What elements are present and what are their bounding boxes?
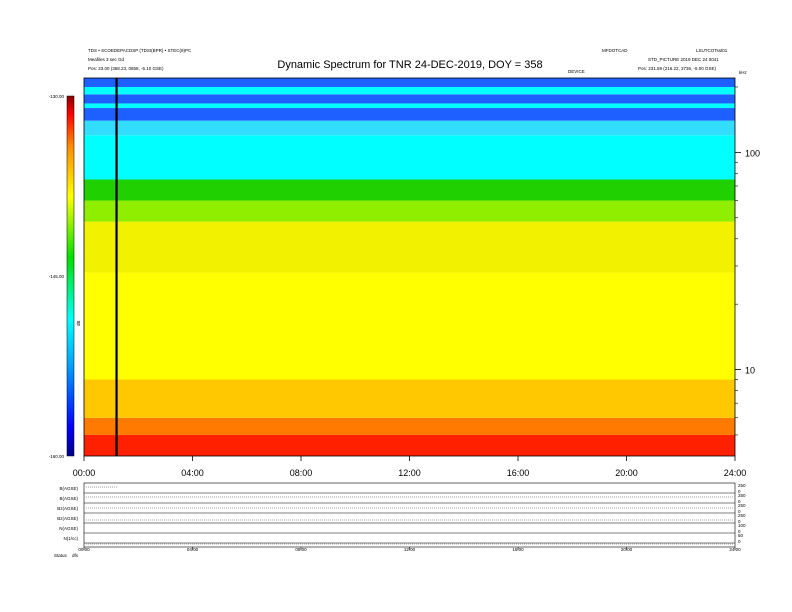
- frequency-axis: 100 10: [735, 86, 760, 436]
- frequency-band-4: [84, 221, 735, 273]
- panel-right-tick: 0: [738, 539, 741, 544]
- frequency-band-5: [84, 200, 735, 222]
- status-value: dfs: [72, 553, 79, 558]
- panel-label: Bz(AGSE): [57, 516, 78, 521]
- frequency-band-7: [84, 135, 735, 180]
- header-right-line-1: MFDOTCAD: [602, 48, 628, 53]
- panel-label: B(AGSE): [59, 496, 78, 501]
- frequency-band-0: [84, 434, 735, 456]
- panel-right-tick: 250: [738, 513, 746, 518]
- panel-right-tick: 0: [738, 529, 741, 534]
- x-tick-label: 08:00: [290, 468, 313, 478]
- panel-right-tick: 250: [738, 483, 746, 488]
- panel-right-tick: 0: [738, 489, 741, 494]
- header-right-line-3: STD_PICTURE 2019 DEC 24 0041: [648, 57, 719, 62]
- panel-label: N(AGSE): [59, 526, 78, 531]
- panel-x-tick-label: 04:00: [187, 547, 199, 552]
- panel-right-tick: 100: [738, 523, 746, 528]
- header-right-line-4: Pos: 231.59 (216.22, 3736, -5.00 GSE): [638, 66, 717, 71]
- header-left-line-2: Meafiles 3 sec Gd: [88, 57, 125, 62]
- frequency-band-6: [84, 179, 735, 201]
- frequency-unit-label: kHz: [739, 70, 747, 75]
- spectrogram-plot: [84, 78, 735, 456]
- x-tick-label: 24:00: [724, 468, 747, 478]
- y-tick-label: 100: [745, 148, 760, 158]
- panel-right-tick: 0: [738, 519, 741, 524]
- frequency-band-1: [84, 417, 735, 435]
- frequency-band-13: [84, 78, 735, 87]
- panel-right-tick: 0: [738, 499, 741, 504]
- colorbar-ticks: -130.00 -145.00 -160.00: [49, 94, 65, 459]
- x-tick-label: 12:00: [398, 468, 421, 478]
- panel-x-tick-label: 12:00: [404, 547, 416, 552]
- panel-right-tick: 250: [738, 493, 746, 498]
- frequency-band-8: [84, 120, 735, 136]
- header-left-line-3: Pos: 23.00 (358.23, 0858, -5.10 GSE): [88, 66, 164, 71]
- panel-right-tick: 0: [738, 509, 741, 514]
- y-tick-label: 10: [745, 366, 755, 376]
- frequency-band-12: [84, 86, 735, 95]
- colorbar-tick-label: -160.00: [49, 454, 65, 459]
- x-tick-label: 16:00: [507, 468, 530, 478]
- panel-right-tick: 250: [738, 503, 746, 508]
- panel-x-tick-label: 08:00: [295, 547, 307, 552]
- header-left-line-1: TDS • SCOEDEPACDSP (TDSI(BPR) • STEC(9)P…: [88, 48, 192, 53]
- frequency-band-2: [84, 379, 735, 418]
- panels-frame: [83, 482, 736, 548]
- colorbar: [66, 95, 75, 457]
- panel-x-tick-label: 20:00: [621, 547, 633, 552]
- panel-x-tick-label: 16:00: [512, 547, 524, 552]
- frequency-band-10: [84, 103, 735, 109]
- bottom-panels: B(AGSE)2500B(AGSE)2500Bz(AGSE)2500Bz(AGS…: [54, 482, 746, 558]
- frequency-band-9: [84, 108, 735, 121]
- colorbar-label: dB: [76, 320, 81, 326]
- x-tick-label: 20:00: [615, 468, 638, 478]
- x-tick-label: 00:00: [73, 468, 96, 478]
- time-axis: 00:00 04:00 08:00 12:00 16:00 20:00 24:00: [73, 456, 747, 478]
- frequency-band-11: [84, 94, 735, 104]
- panel-right-tick: 50: [738, 533, 744, 538]
- header-right-line-2: LSUTCOTsst01: [696, 48, 728, 53]
- frequency-band-3: [84, 272, 735, 380]
- device-label: DEVICE: [568, 69, 585, 74]
- panel-x-tick-label: 00:00: [78, 547, 90, 552]
- colorbar-tick-label: -145.00: [49, 274, 65, 279]
- panel-label: B(AGSE): [59, 486, 78, 491]
- status-label: Status: [54, 553, 68, 558]
- panel-label: Bz(AGSE): [57, 506, 78, 511]
- panel-label: N(1/cc): [64, 536, 79, 541]
- x-tick-label: 04:00: [181, 468, 204, 478]
- panel-x-tick-label: 24:00: [729, 547, 741, 552]
- colorbar-tick-label: -130.00: [49, 94, 65, 99]
- chart-title: Dynamic Spectrum for TNR 24-DEC-2019, DO…: [277, 59, 542, 71]
